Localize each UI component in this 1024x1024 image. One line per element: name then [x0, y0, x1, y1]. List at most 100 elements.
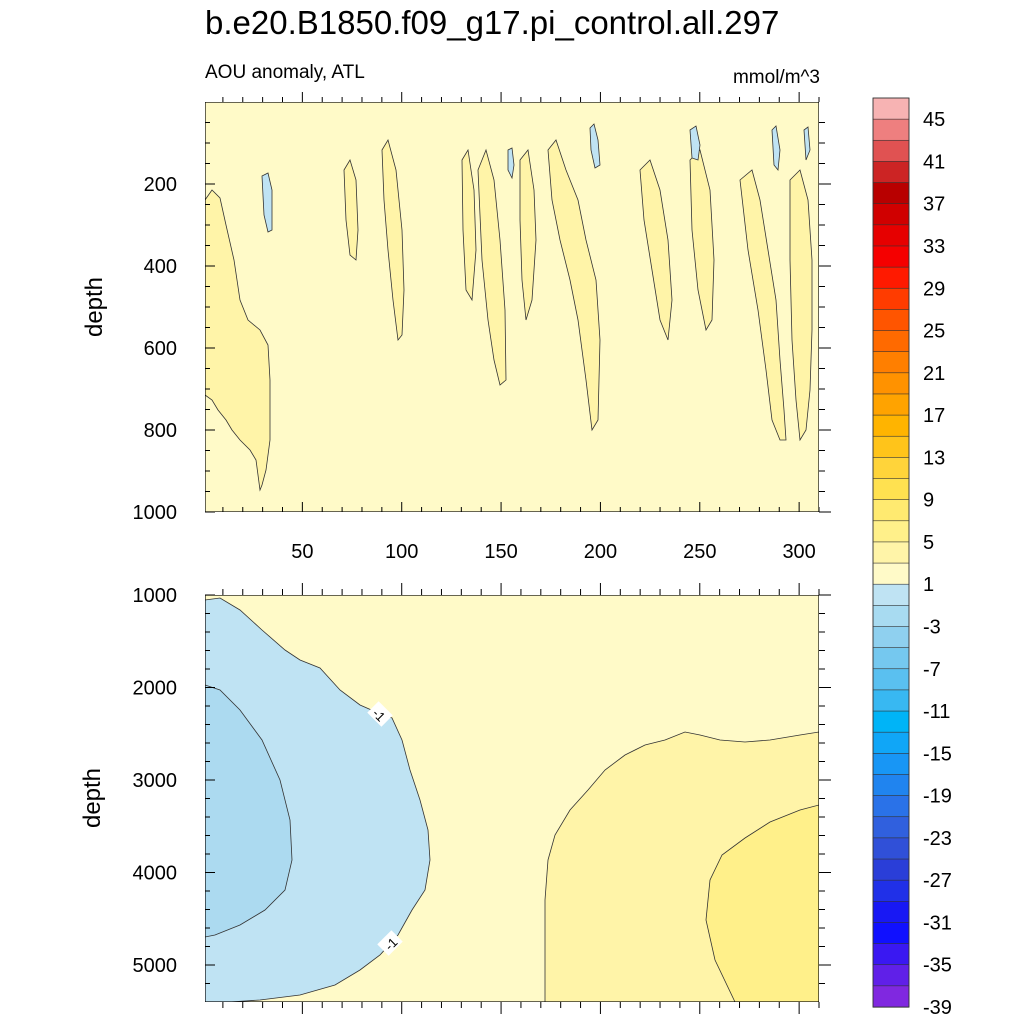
colorbar: 45 41 37 33 29 25 21 17 13 9 5 1 -3 -7 -11 -15 -19 -23 -27… — [872, 97, 952, 1019]
colorbar-label: 17 — [923, 405, 945, 427]
upper-contour-region — [477, 148, 507, 386]
upper-negative-blob — [507, 147, 515, 180]
colorbar-swatch — [872, 562, 910, 585]
colorbar-label: 45 — [923, 109, 945, 131]
colorbar-swatch — [872, 710, 910, 733]
colorbar-swatch — [872, 541, 910, 564]
upper-contour-region — [639, 159, 673, 341]
upper-negative-blob — [261, 172, 273, 233]
colorbar-swatch — [872, 478, 910, 501]
colorbar-swatch — [872, 689, 910, 712]
x-tick-label: 200 — [584, 541, 617, 563]
colorbar-label: 29 — [923, 278, 945, 300]
y-tick-label: 1000 — [133, 585, 178, 607]
upper-negative-blob — [803, 126, 811, 161]
upper-negative-blob — [589, 123, 601, 169]
contour-label: -1 — [377, 930, 403, 956]
x-tick-label: 50 — [291, 541, 313, 563]
upper-contour-region — [789, 169, 813, 442]
colorbar-swatch — [872, 287, 910, 310]
colorbar-swatch — [872, 351, 910, 374]
colorbar-swatch — [872, 161, 910, 184]
colorbar-swatch — [872, 203, 910, 226]
colorbar-swatch — [872, 647, 910, 670]
colorbar-swatch — [872, 435, 910, 458]
axes: 200 400 600 800 1000 50 100 150 200 250 300 1000 200… — [133, 92, 831, 1014]
colorbar-swatch — [872, 414, 910, 437]
colorbar-label: -35 — [923, 955, 952, 977]
colorbar-swatch — [872, 837, 910, 860]
colorbar-swatch — [872, 182, 910, 205]
chart-title-text: b.e20.B1850.f09_g17.pi_control.all.297 — [205, 4, 780, 41]
colorbar-label: -11 — [923, 701, 950, 723]
upper-contour-region — [547, 139, 601, 432]
colorbar-swatch — [872, 583, 910, 606]
colorbar-swatch — [872, 309, 910, 332]
upper-contour-region — [205, 189, 271, 492]
colorbar-swatch — [872, 605, 910, 628]
colorbar-swatch — [872, 224, 910, 247]
colorbar-swatch — [872, 922, 910, 945]
colorbar-swatch — [872, 753, 910, 776]
colorbar-swatch — [872, 964, 910, 987]
y-tick-label: 200 — [144, 174, 177, 196]
colorbar-swatch — [872, 330, 910, 353]
colorbar-swatch — [872, 901, 910, 924]
colorbar-swatch — [872, 879, 910, 902]
y-tick-label: 5000 — [133, 955, 178, 977]
colorbar-swatch — [872, 457, 910, 480]
colorbar-swatch — [872, 266, 910, 289]
colorbar-label: 13 — [923, 447, 945, 469]
lower-panel: -1 -1 — [205, 595, 819, 1002]
colorbar-swatch — [872, 97, 910, 120]
colorbar-swatch — [872, 943, 910, 966]
colorbar-swatch — [872, 245, 910, 268]
colorbar-swatch — [872, 668, 910, 691]
x-tick-label: 300 — [782, 541, 815, 563]
colorbar-swatch — [872, 118, 910, 141]
lower-contour-region-yellow-inner — [705, 804, 819, 1002]
y-tick-label: 800 — [144, 420, 177, 442]
lower-contour-region-blue-inner — [205, 684, 293, 938]
upper-contour-region — [461, 148, 477, 302]
colorbar-label: 9 — [923, 490, 934, 512]
colorbar-swatch — [872, 985, 910, 1008]
colorbar-label: 33 — [923, 236, 945, 258]
colorbar-swatch — [872, 393, 910, 416]
upper-ylabel: depth — [81, 277, 108, 337]
colorbar-label: 1 — [923, 574, 934, 596]
colorbar-label: -15 — [923, 743, 952, 765]
y-tick-label: 3000 — [133, 770, 178, 792]
colorbar-label: -23 — [923, 828, 952, 850]
x-tick-label: 150 — [484, 541, 517, 563]
y-tick-label: 600 — [144, 338, 177, 360]
x-tick-label: 250 — [683, 541, 716, 563]
colorbar-swatch — [872, 816, 910, 839]
colorbar-label: -3 — [923, 616, 941, 638]
colorbar-swatch — [872, 731, 910, 754]
colorbar-label: -39 — [923, 997, 952, 1019]
colorbar-label: 5 — [923, 532, 934, 554]
upper-negative-blob — [771, 125, 781, 172]
colorbar-swatch — [872, 858, 910, 881]
colorbar-label: 41 — [923, 151, 945, 173]
upper-negative-blob — [689, 125, 701, 161]
colorbar-label: 37 — [923, 194, 945, 216]
x-tick-label: 100 — [385, 541, 418, 563]
colorbar-swatch — [872, 774, 910, 797]
upper-contour-region — [343, 159, 359, 261]
colorbar-label: -7 — [923, 659, 941, 681]
upper-panel — [205, 102, 819, 512]
upper-contour-region — [739, 169, 787, 441]
y-tick-label: 4000 — [133, 863, 178, 885]
contour-label: -1 — [367, 701, 393, 727]
colorbar-swatch — [872, 499, 910, 522]
upper-contour-region — [381, 138, 405, 341]
upper-contour-region — [519, 149, 537, 321]
colorbar-label: 21 — [923, 363, 945, 385]
colorbar-swatch — [872, 520, 910, 543]
chart-subtitle: AOU anomaly, ATL — [205, 62, 365, 83]
colorbar-label: -31 — [923, 912, 952, 934]
colorbar-swatch — [872, 372, 910, 395]
